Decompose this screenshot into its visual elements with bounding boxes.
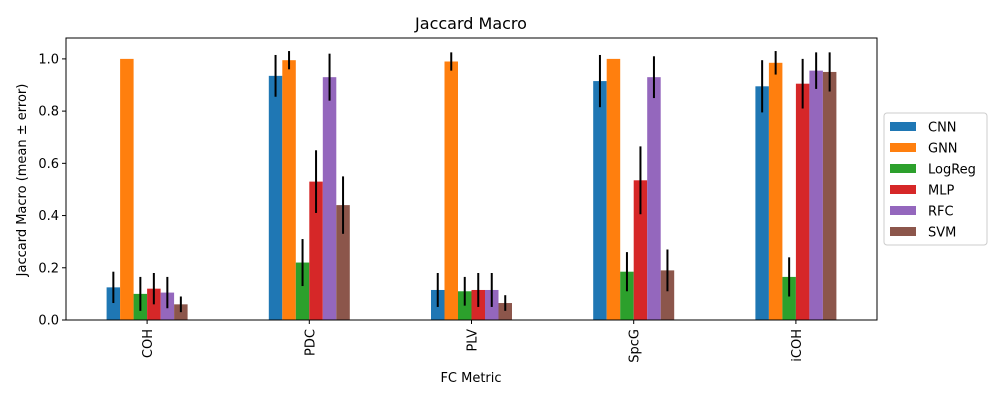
- bar-logreg-pdc: [295, 262, 310, 320]
- legend-swatch-logreg: [890, 164, 916, 173]
- bar-svm-spcg: [660, 270, 675, 320]
- x-axis-label: FC Metric: [440, 371, 501, 386]
- bar-gnn-plv: [444, 61, 458, 320]
- legend-swatch-cnn: [890, 122, 916, 131]
- legend-swatch-rfc: [890, 206, 916, 215]
- bar-cnn-coh: [106, 287, 121, 320]
- bar-gnn-icoh: [768, 62, 783, 321]
- legend: CNN GNN LogReg MLP RFC SVM: [883, 112, 988, 246]
- bar-svm-coh: [174, 304, 188, 320]
- bar-svm-pdc: [336, 205, 350, 320]
- legend-swatch-svm: [890, 227, 916, 236]
- bar-rfc-pdc: [322, 77, 337, 321]
- legend-swatch-mlp: [890, 185, 916, 194]
- y-tick-label: 0.2: [38, 261, 59, 276]
- bar-logreg-icoh: [782, 276, 796, 320]
- legend-label-svm: SVM: [928, 226, 956, 241]
- y-axis-label: Jaccard Macro (mean ± error): [15, 84, 30, 278]
- bar-mlp-pdc: [309, 181, 323, 320]
- bar-gnn-coh: [120, 58, 134, 321]
- y-tick-label: 0.8: [38, 105, 59, 120]
- plot-frame: [65, 37, 878, 321]
- y-tick-label: 0.0: [38, 314, 59, 329]
- error-bars-layer: [112, 51, 831, 313]
- x-tick-label: iCOH: [790, 329, 805, 362]
- bar-rfc-spcg: [647, 77, 661, 321]
- bars-layer: [106, 58, 837, 321]
- legend-label-logreg: LogReg: [928, 163, 976, 178]
- legend-label-cnn: CNN: [928, 121, 957, 136]
- x-tick-label: PDC: [303, 329, 318, 356]
- y-tick-label: 0.4: [38, 209, 59, 224]
- chart-title: Jaccard Macro: [414, 14, 527, 33]
- bar-gnn-pdc: [282, 60, 296, 320]
- x-tick-label: SpcG: [628, 329, 643, 363]
- bar-svm-icoh: [822, 71, 837, 320]
- legend-swatch-gnn: [890, 143, 916, 152]
- legend-label-gnn: GNN: [928, 142, 958, 157]
- legend-label-mlp: MLP: [928, 184, 954, 199]
- bar-rfc-icoh: [809, 70, 823, 320]
- bar-cnn-icoh: [755, 86, 769, 320]
- bar-mlp-icoh: [795, 83, 810, 320]
- x-tick-label: COH: [141, 329, 156, 358]
- axes-layer: COH PDC PLV SpcG iCOH 0.0 0.2 0.4 0.6 0.8 1.0: [38, 37, 878, 363]
- bar-gnn-spcg: [606, 58, 621, 321]
- bar-cnn-pdc: [268, 75, 283, 320]
- y-tick-label: 1.0: [38, 52, 59, 67]
- bar-mlp-spcg: [633, 180, 648, 320]
- bar-svm-plv: [498, 303, 512, 320]
- bar-cnn-spcg: [593, 81, 607, 320]
- bar-logreg-spcg: [620, 271, 634, 320]
- x-tick-label: PLV: [466, 329, 481, 352]
- legend-label-rfc: RFC: [928, 205, 954, 220]
- y-tick-label: 0.6: [38, 157, 59, 172]
